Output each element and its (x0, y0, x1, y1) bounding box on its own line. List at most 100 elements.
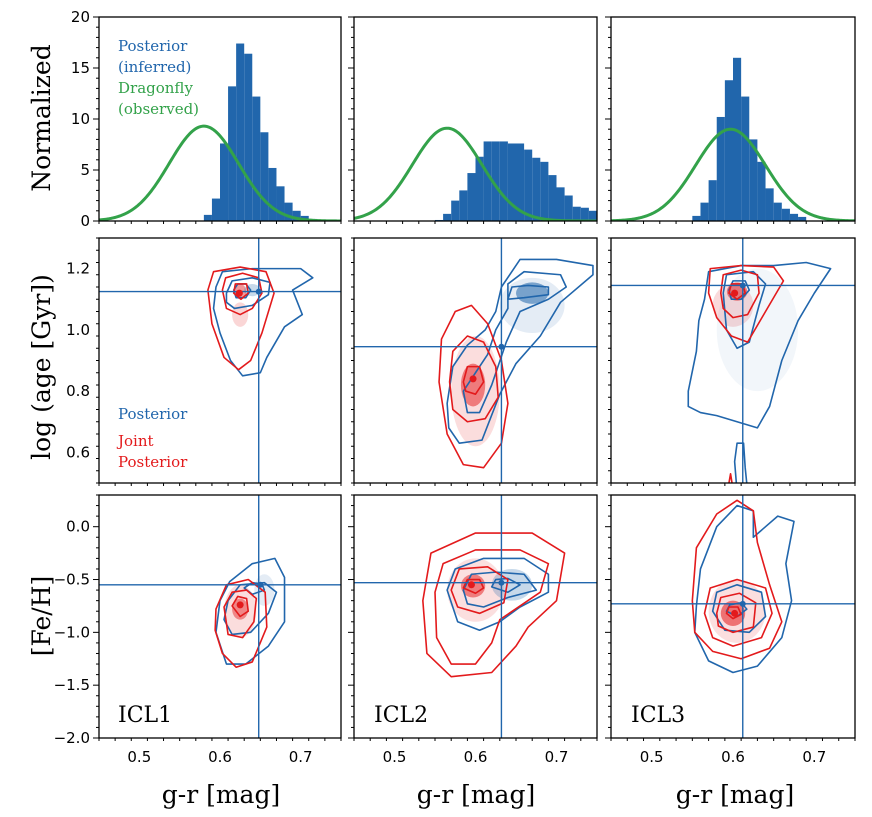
y-tick-label: −1.5 (54, 676, 90, 694)
legend-hist-inferred: (inferred) (118, 58, 191, 76)
y-tick-label: −0.5 (54, 571, 90, 589)
contour-blue (687, 261, 832, 429)
x-tick-label: 0.6 (208, 748, 232, 766)
y-tick-label: 0.0 (66, 518, 90, 536)
hist-bar (716, 116, 725, 221)
contour-red (450, 566, 509, 615)
ylabel-age: log (age [Gyr]) (27, 274, 56, 460)
plot-area (354, 126, 597, 221)
y-tick-label: 15 (71, 59, 90, 77)
panel-icl3-age (608, 237, 856, 486)
hist-bar (692, 215, 701, 221)
plot-area (611, 238, 855, 483)
y-tick-label: 0.6 (66, 443, 90, 461)
contour-red (725, 606, 742, 620)
plot-area (611, 495, 855, 738)
xlabel-col1: g-r [mag] (162, 780, 280, 809)
hist-bar (236, 43, 245, 221)
legend-age-posterior: Posterior (118, 405, 188, 423)
y-tick-label: 20 (71, 8, 90, 26)
y-tick-label: 1.0 (66, 321, 90, 339)
plot-area (354, 495, 597, 738)
legend-age-joint: Joint (116, 432, 154, 450)
hist-bar (532, 157, 541, 221)
x-tick-label: 0.5 (383, 748, 407, 766)
ylabel-hist: Normalized (27, 44, 56, 191)
contour-blue (212, 267, 314, 377)
panel-icl3-hist (605, 16, 856, 224)
panel-icl2-feh: 0.5 0.6 0.7 (348, 494, 598, 766)
contour-blue (462, 270, 568, 414)
xlabel-col2: g-r [mag] (417, 780, 535, 809)
hist-bar (252, 96, 261, 221)
contour-red (434, 549, 550, 665)
hist-bar (276, 186, 285, 221)
point-blue (255, 288, 262, 295)
hist-bar (789, 213, 799, 221)
hist-bar (451, 200, 460, 221)
y-tick-label: 5 (80, 161, 90, 179)
ylabel-feh: [Fe/H] (27, 576, 56, 657)
legend-hist-observed: (observed) (118, 100, 199, 118)
y-tick-label: 0.8 (66, 382, 90, 400)
y-tick-label: −1.0 (54, 623, 90, 641)
contour-blue (225, 277, 271, 310)
contour-blue (733, 442, 748, 483)
hist-bar (499, 141, 508, 221)
contour-blue (722, 270, 767, 350)
contour-red (207, 266, 275, 371)
point-red (731, 289, 739, 297)
hist-bar (700, 202, 709, 221)
hist-bar (244, 53, 253, 221)
contour-red (223, 589, 258, 639)
gaussian-curve (99, 124, 341, 221)
plot-area (99, 238, 341, 483)
contour-red (462, 578, 485, 595)
hist-bar (749, 139, 758, 221)
hist-bar (284, 202, 293, 221)
density-blob (460, 363, 486, 407)
hist-bar (798, 216, 807, 221)
hist-bar (443, 213, 452, 221)
y-tick-label: 10 (71, 110, 90, 128)
x-tick-label: 0.7 (802, 748, 826, 766)
density-blob (447, 558, 504, 622)
contour-red (703, 578, 773, 647)
y-tick-label: 1.2 (66, 260, 90, 278)
panel-frame (353, 494, 598, 739)
panel-tag-icl1: ICL1 (118, 703, 172, 728)
contour-red (232, 283, 250, 301)
hist-bar (724, 80, 733, 221)
hist-bar (483, 141, 492, 221)
hist-bar (507, 143, 516, 221)
point-red (467, 581, 475, 589)
panel-icl1-hist: 0 5 10 15 20 (71, 8, 342, 230)
density-blob (224, 584, 257, 638)
hist-bar (757, 161, 766, 221)
hist-bar (467, 173, 476, 221)
panel-frame (610, 494, 856, 739)
panel-icl2-hist (348, 16, 598, 224)
contour-blue (462, 571, 538, 608)
hist-bar (516, 143, 525, 221)
hist-bar (564, 195, 573, 221)
contour-red (221, 272, 263, 316)
y-tick-label: 0 (80, 212, 90, 230)
contour-red (231, 595, 250, 618)
hist-bar (524, 149, 533, 221)
point-blue (739, 282, 746, 289)
hist-bar (475, 156, 484, 221)
hist-bar (773, 202, 782, 221)
point-red (469, 375, 477, 383)
plot-area (99, 495, 341, 738)
hist-bar (203, 214, 212, 221)
legend-hist-dragonfly: Dragonfly (118, 79, 193, 97)
contour-red (214, 578, 268, 669)
panel-tag-icl2: ICL2 (374, 703, 428, 728)
x-tick-label: 0.6 (464, 748, 488, 766)
contour-red (715, 592, 757, 634)
gaussian-curve (611, 127, 855, 221)
hist-bar (540, 161, 549, 221)
hist-bar (741, 96, 750, 221)
contour-blue (507, 284, 550, 301)
